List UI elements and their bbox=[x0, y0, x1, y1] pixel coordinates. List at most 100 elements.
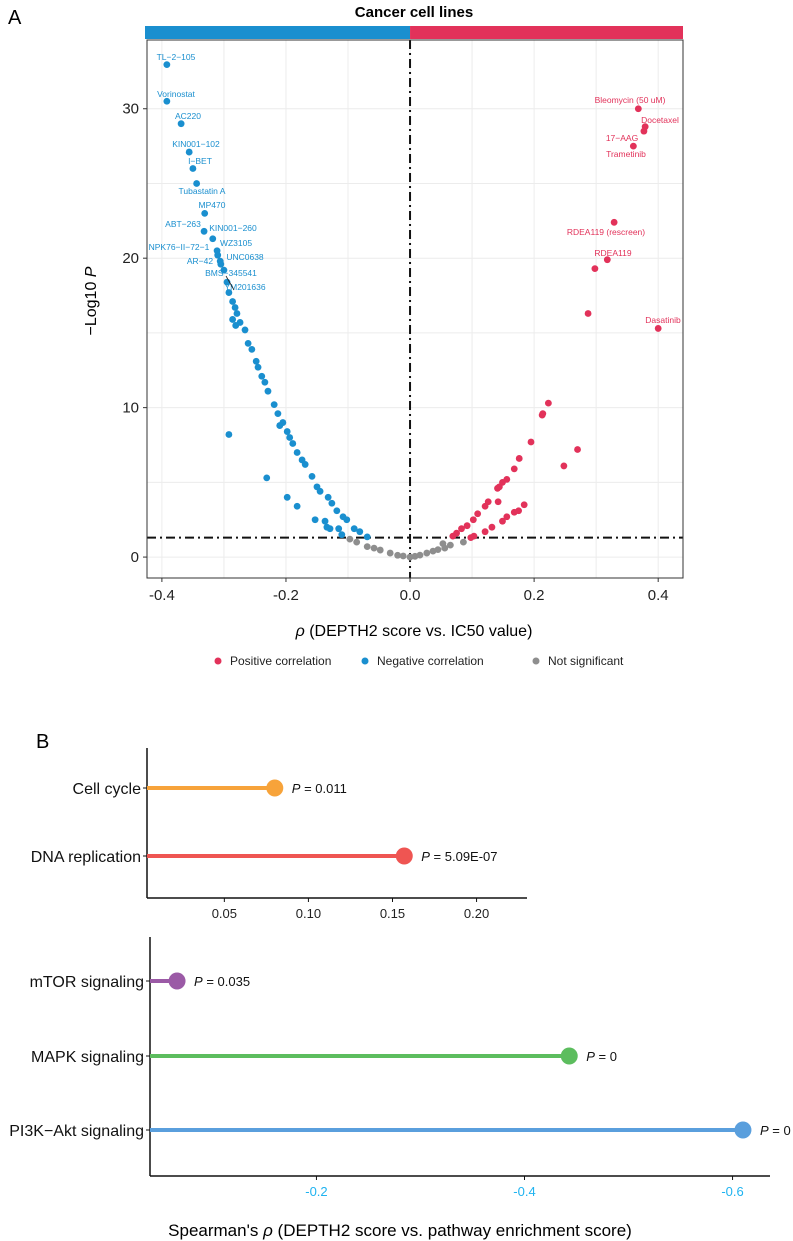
data-point bbox=[209, 235, 217, 243]
data-point bbox=[634, 105, 642, 113]
data-point bbox=[411, 552, 419, 560]
point-label: TL−2−105 bbox=[157, 52, 196, 62]
category-label: DNA replication bbox=[31, 849, 141, 866]
data-point bbox=[293, 449, 301, 456]
data-point bbox=[338, 531, 346, 539]
reference-lines bbox=[147, 40, 683, 578]
point-label: Dasatinib bbox=[645, 315, 681, 325]
data-point bbox=[527, 438, 535, 446]
data-point bbox=[458, 525, 465, 533]
data-point bbox=[324, 493, 332, 501]
data-point bbox=[261, 378, 269, 386]
data-point bbox=[469, 516, 477, 524]
point-label: WZ3105 bbox=[220, 238, 252, 248]
data-point bbox=[503, 513, 511, 521]
category-label: MAPK signaling bbox=[31, 1049, 144, 1066]
lollipop-dot bbox=[734, 1121, 752, 1139]
x-tick-label: 0.15 bbox=[380, 906, 405, 921]
data-point bbox=[220, 266, 228, 274]
data-point bbox=[494, 484, 501, 492]
data-point bbox=[459, 538, 467, 546]
lollipop-positive: 0.05 0.10 0.15 0.20 Cell cycle P = 0.011 DNA r… bbox=[31, 748, 527, 921]
data-point bbox=[289, 440, 297, 447]
legend-marker bbox=[532, 657, 540, 665]
data-point bbox=[293, 502, 301, 510]
point-label: Bleomycin (50 uM) bbox=[595, 95, 666, 105]
point-label: I−BET bbox=[188, 156, 212, 166]
data-point bbox=[654, 325, 662, 332]
data-point bbox=[584, 310, 592, 317]
x-axis-label: ρ (DEPTH2 score vs. IC50 value) bbox=[295, 623, 533, 640]
data-point bbox=[316, 487, 324, 495]
point-label: YM201636 bbox=[224, 282, 265, 292]
data-point bbox=[446, 541, 454, 549]
point-label: AR−42 bbox=[187, 256, 213, 266]
data-point bbox=[225, 289, 233, 296]
legend-marker bbox=[361, 657, 369, 665]
data-point bbox=[539, 410, 547, 418]
data-point bbox=[343, 516, 351, 524]
category-label: mTOR signaling bbox=[30, 974, 144, 991]
y-tick-label: 0 bbox=[131, 549, 139, 566]
data-point bbox=[232, 322, 240, 329]
data-point bbox=[286, 434, 294, 441]
y-tick-label: 10 bbox=[122, 400, 139, 417]
data-point bbox=[241, 326, 249, 334]
y-tick-label: 30 bbox=[122, 101, 139, 118]
panel-label-a: A bbox=[8, 7, 22, 29]
header-bar-positive bbox=[410, 26, 683, 39]
data-point bbox=[328, 499, 336, 507]
lollipop-dot bbox=[395, 847, 413, 865]
legend-label: Negative correlation bbox=[377, 654, 484, 668]
data-point bbox=[376, 546, 384, 554]
plot-frame bbox=[146, 39, 684, 579]
data-point bbox=[326, 525, 334, 533]
x-tick-label: 0.05 bbox=[212, 906, 237, 921]
category-label: Cell cycle bbox=[73, 781, 142, 798]
data-point bbox=[363, 533, 371, 541]
data-point bbox=[193, 180, 201, 187]
data-point bbox=[201, 209, 209, 217]
data-point bbox=[229, 316, 237, 323]
point-label: RDEA119 (rescreen) bbox=[567, 227, 645, 237]
data-point bbox=[252, 357, 260, 365]
p-value-label: P = 0.011 bbox=[292, 781, 347, 796]
data-point bbox=[386, 549, 394, 557]
data-point bbox=[488, 523, 496, 531]
data-point bbox=[185, 148, 193, 156]
x-tick-label: -0.4 bbox=[513, 1184, 535, 1199]
data-point bbox=[434, 546, 442, 554]
data-point bbox=[283, 428, 291, 435]
data-point bbox=[163, 61, 171, 69]
data-point bbox=[629, 142, 637, 150]
lollipop-dot bbox=[168, 972, 186, 990]
data-point bbox=[276, 422, 284, 429]
point-label: KIN001−102 bbox=[172, 139, 220, 149]
data-point bbox=[231, 304, 239, 311]
data-point bbox=[163, 97, 171, 105]
data-point bbox=[591, 265, 599, 273]
legend-label: Positive correlation bbox=[230, 654, 331, 668]
data-point bbox=[248, 345, 256, 353]
data-point bbox=[335, 525, 343, 533]
data-point bbox=[270, 401, 278, 409]
b-x-axis-label: Spearman's ρ (DEPTH2 score vs. pathway e… bbox=[168, 1221, 632, 1240]
data-point bbox=[333, 507, 341, 515]
data-point bbox=[463, 522, 471, 530]
data-point bbox=[189, 165, 197, 172]
data-point bbox=[264, 387, 272, 395]
point-label: KIN001−260 bbox=[209, 223, 257, 233]
p-value-label: P = 0 bbox=[760, 1123, 791, 1138]
data-point bbox=[481, 502, 489, 510]
x-tick-label: 0.2 bbox=[524, 587, 545, 604]
x-tick-label: 0.4 bbox=[648, 587, 669, 604]
legend-label: Not significant bbox=[548, 654, 624, 668]
point-label: 17−AAG bbox=[606, 133, 638, 143]
data-point bbox=[560, 462, 568, 470]
data-point bbox=[474, 510, 482, 518]
data-point bbox=[510, 508, 518, 516]
volcano-grid bbox=[147, 40, 683, 578]
data-point bbox=[308, 472, 316, 480]
data-point bbox=[603, 256, 611, 264]
